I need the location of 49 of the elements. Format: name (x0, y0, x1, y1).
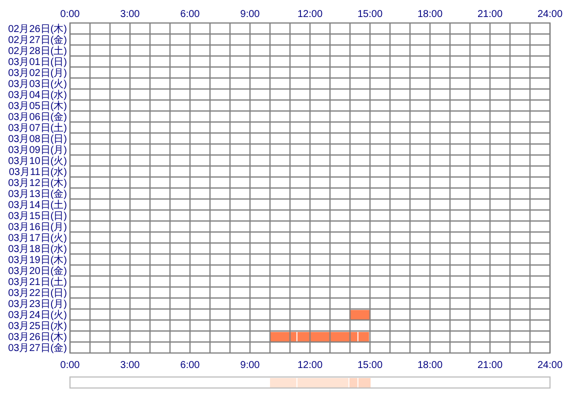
x-tick-label: 15:00 (357, 9, 383, 20)
y-tick-label: 03月17日(火) (8, 232, 67, 244)
y-tick-label: 03月04日(水) (8, 89, 67, 101)
y-tick-label: 03月08日(日) (8, 134, 67, 145)
y-tick-label: 03月21日(土) (8, 276, 67, 288)
y-tick-label: 03月11日(水) (8, 166, 67, 178)
y-tick-label: 03月05日(木) (8, 100, 67, 112)
y-tick-label: 03月15日(日) (8, 211, 67, 222)
y-tick-label: 03月02日(月) (8, 68, 67, 79)
y-tick-label: 03月01日(日) (8, 57, 67, 68)
x2-tick-label: 24:00 (537, 360, 563, 371)
y-tick-label: 02月27日(金) (8, 34, 67, 46)
x2-tick-label: 21:00 (477, 360, 503, 371)
y-tick-label: 03月22日(日) (8, 288, 67, 299)
y-tick-label: 03月10日(火) (8, 155, 67, 167)
y-tick-label: 03月03日(火) (8, 78, 67, 90)
x-tick-label: 0:00 (60, 9, 80, 20)
x-tick-label: 6:00 (180, 9, 200, 20)
y-tick-label: 03月27日(金) (8, 342, 67, 354)
y-tick-label: 03月13日(金) (8, 188, 67, 200)
x2-tick-label: 18:00 (417, 360, 443, 371)
y-tick-label: 03月12日(木) (8, 177, 67, 189)
x-tick-label: 12:00 (297, 9, 323, 20)
x-tick-label: 9:00 (240, 9, 260, 20)
y-tick-label: 03月19日(木) (8, 254, 67, 266)
y-tick-label: 03月09日(月) (8, 145, 67, 156)
x2-tick-label: 12:00 (297, 360, 323, 371)
x-tick-label: 3:00 (120, 9, 140, 20)
y-tick-label: 03月06日(金) (8, 111, 67, 123)
x2-tick-label: 0:00 (60, 360, 80, 371)
x2-tick-label: 3:00 (120, 360, 140, 371)
y-tick-label: 03月25日(水) (8, 320, 67, 332)
y-tick-label: 03月07日(土) (8, 122, 67, 134)
y-tick-label: 03月26日(木) (8, 331, 67, 343)
y-tick-label: 03月14日(土) (8, 199, 67, 211)
y-tick-label: 03月16日(月) (8, 222, 67, 233)
y-tick-label: 03月23日(月) (8, 299, 67, 310)
y-tick-label: 02月28日(土) (8, 45, 67, 57)
y-tick-label: 03月20日(金) (8, 265, 67, 277)
x2-tick-label: 15:00 (357, 360, 383, 371)
y-tick-label: 03月24日(火) (8, 309, 67, 321)
y-tick-label: 03月18日(水) (8, 243, 67, 255)
bar (349, 310, 371, 320)
x2-tick-label: 6:00 (180, 360, 200, 371)
x2-tick-label: 9:00 (240, 360, 260, 371)
x-tick-label: 24:00 (537, 9, 563, 20)
y-tick-label: 02月26日(木) (8, 23, 67, 35)
x-tick-label: 18:00 (417, 9, 443, 20)
x-tick-label: 21:00 (477, 9, 503, 20)
